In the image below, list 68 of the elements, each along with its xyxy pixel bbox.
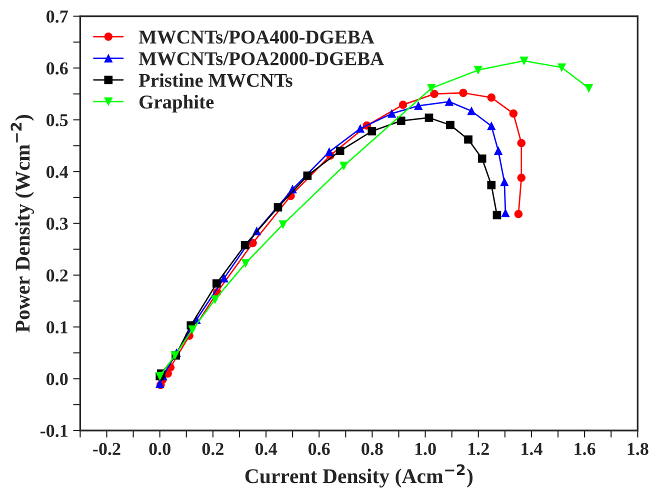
point [520, 56, 528, 65]
point [467, 106, 476, 116]
point [240, 240, 250, 250]
y-tick-label: 0.6 [46, 62, 68, 75]
x-tick-label: 0.6 [308, 442, 330, 456]
point [303, 172, 312, 180]
y-tick-label: 0.5 [46, 114, 68, 126]
x-tick-label: 1.0 [415, 442, 436, 456]
point [210, 295, 220, 304]
point [487, 93, 496, 102]
point [414, 102, 423, 110]
point [494, 146, 502, 156]
x-tick-label: -0.2 [93, 442, 120, 456]
point [517, 138, 526, 148]
point [274, 203, 282, 212]
point [445, 98, 454, 106]
point [487, 122, 496, 130]
point [584, 84, 593, 92]
point [398, 100, 408, 109]
x-axis-title: Current Density (Acm$^{−2}$) [245, 464, 473, 488]
x-tick-label: 1.4 [522, 442, 542, 456]
x-tick-label: 0.0 [149, 442, 170, 456]
point [430, 90, 438, 98]
point [368, 127, 376, 136]
x-tick-label: 0.4 [255, 442, 277, 456]
point [517, 174, 526, 182]
point [446, 120, 454, 130]
y-tick-label: 0.4 [46, 166, 68, 178]
point [396, 116, 406, 126]
legend-label: Pristine MWCNTs [138, 73, 292, 88]
point [212, 279, 221, 288]
x-tick-label: 1.6 [574, 442, 596, 456]
point [464, 135, 472, 144]
y-tick-label: -0.1 [40, 424, 68, 438]
y-tick-label: 0.7 [46, 10, 68, 23]
point [459, 88, 468, 98]
point [388, 109, 396, 118]
point [336, 146, 344, 156]
point [492, 210, 502, 220]
point [487, 180, 496, 190]
y-axis-title: Power Density (Wcm$^{−2}$) [10, 114, 34, 332]
x-tick-label: 0.2 [202, 442, 224, 456]
x-tick-label: 0.8 [362, 442, 383, 456]
point [427, 84, 436, 92]
y-tick-label: 0.3 [46, 218, 68, 230]
point [241, 259, 250, 268]
point [340, 162, 348, 170]
point [356, 124, 364, 133]
point [220, 274, 228, 282]
point [474, 66, 482, 74]
point [325, 148, 334, 156]
point [501, 208, 510, 218]
y-tick-label: 0.2 [46, 269, 68, 282]
point [558, 63, 566, 72]
legend-label: Graphite [139, 94, 214, 113]
x-tick-label: 1.2 [468, 442, 489, 456]
point [478, 154, 486, 163]
y-tick-label: 0.1 [46, 321, 68, 334]
point [509, 109, 518, 118]
point [188, 325, 197, 334]
x-tick-label: 1.8 [628, 442, 648, 456]
legend-label: MWCNTs/POA400-DGEBA [138, 30, 374, 44]
point [278, 220, 288, 229]
y-tick-label: 0.0 [46, 372, 68, 386]
point [424, 114, 434, 122]
point [500, 178, 509, 186]
legend-label: MWCNTs/POA2000-DGEBA [138, 52, 384, 66]
point [514, 210, 523, 218]
